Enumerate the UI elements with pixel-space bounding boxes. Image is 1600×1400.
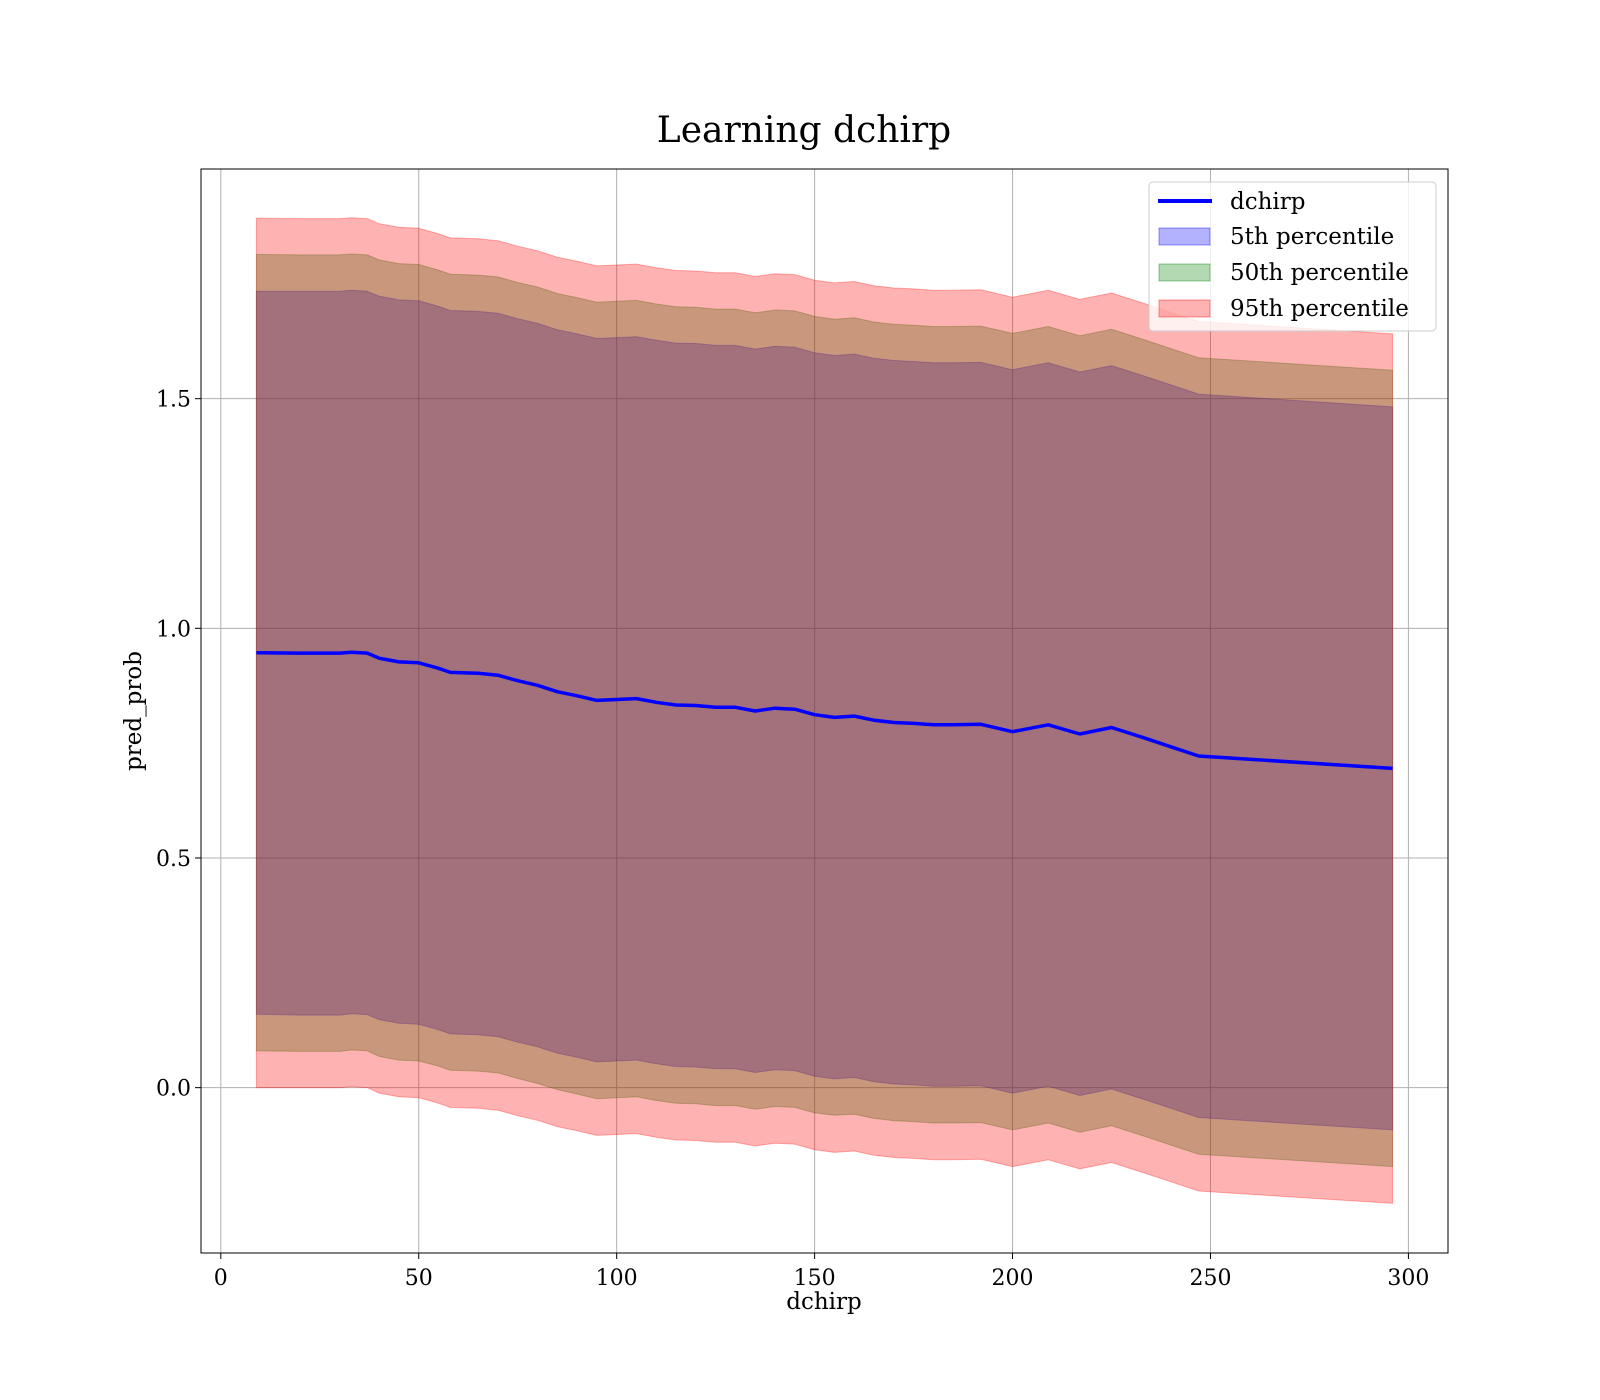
y-tick-label: 1.5 — [156, 388, 191, 413]
line-dchirp — [256, 650, 1393, 771]
legend-box — [1148, 181, 1437, 332]
x-axis-ticks: 0 50 100 150 200 250 300 — [214, 1253, 1429, 1291]
y-axis-label: pred_prob — [121, 651, 147, 771]
band-50th-percentile — [255, 253, 1394, 1168]
legend-label-dchirp: dchirp — [1230, 189, 1306, 215]
legend-swatch-95th-percentile — [1158, 299, 1211, 318]
band-95th-percentile — [255, 217, 1394, 1204]
x-tick-label: 0 — [214, 1266, 228, 1291]
legend-swatch-50th-percentile — [1158, 263, 1211, 282]
legend-label-50th-percentile: 50th percentile — [1230, 260, 1409, 286]
x-tick-label: 150 — [794, 1266, 836, 1291]
series-lines — [256, 650, 1393, 771]
grid — [201, 169, 1448, 1253]
percentile-bands — [255, 217, 1394, 1204]
band-5th-percentile — [255, 289, 1394, 1131]
chart-title: Learning dchirp — [657, 110, 951, 151]
x-tick-label: 300 — [1387, 1266, 1429, 1291]
legend-swatch-5th-percentile — [1158, 227, 1211, 246]
y-tick-label: 0.0 — [156, 1077, 191, 1102]
legend-label-95th-percentile: 95th percentile — [1230, 296, 1409, 322]
y-tick-label: 1.0 — [156, 617, 191, 642]
x-tick-label: 200 — [992, 1266, 1034, 1291]
y-tick-label: 0.5 — [156, 847, 191, 872]
plot-frame — [200, 168, 1449, 1254]
y-axis-ticks: 0.0 0.5 1.0 1.5 — [156, 388, 201, 1102]
x-tick-label: 250 — [1189, 1266, 1231, 1291]
legend-label-5th-percentile: 5th percentile — [1230, 224, 1394, 250]
x-axis-label: dchirp — [786, 1289, 862, 1315]
legend: dchirp 5th percentile 50th percentile 95… — [1148, 181, 1437, 332]
x-tick-label: 100 — [596, 1266, 638, 1291]
x-tick-label: 50 — [405, 1266, 433, 1291]
